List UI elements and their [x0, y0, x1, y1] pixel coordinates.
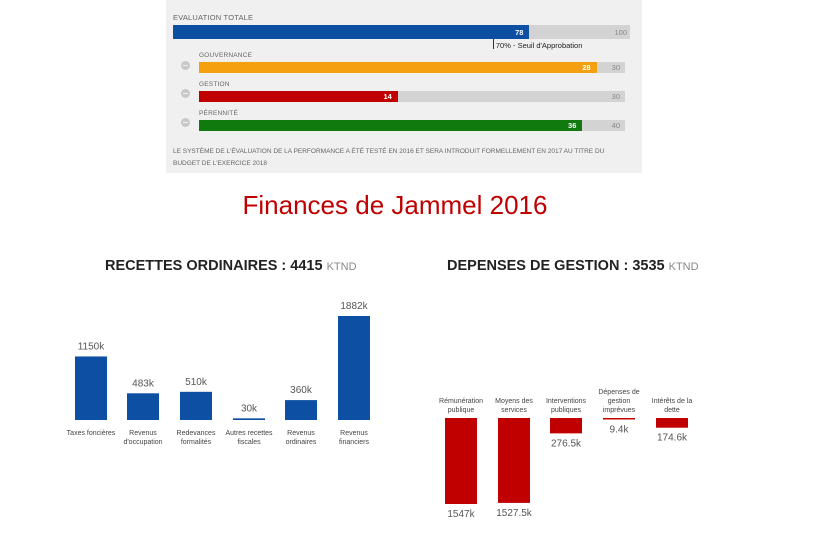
recettes-value-label: 1882k — [340, 301, 368, 312]
recettes-category-label: ordinaires — [286, 439, 317, 446]
recettes-category-label: financiers — [339, 439, 369, 446]
expand-gestion-icon[interactable] — [181, 89, 190, 98]
recettes-category-label: d'occupation — [123, 439, 162, 446]
recettes-value-label: 360k — [290, 385, 313, 396]
depenses-bar — [445, 418, 477, 504]
depenses-chart-title: DEPENSES DE GESTION : 3535 KTND — [447, 258, 699, 274]
evaluation-note: LE SYSTÈME DE L'ÉVALUATION DE LA PERFORM… — [173, 148, 605, 167]
depenses-category-label: Interventions — [546, 398, 587, 405]
perennite-label: PÉRENNITÉ — [199, 110, 239, 117]
recettes-category-label: formalités — [181, 439, 212, 446]
total-score-max: 100 — [614, 27, 627, 37]
depenses-unit: KTND — [668, 261, 699, 273]
recettes-category-label: Redevances — [177, 430, 216, 437]
perennite-value: 36 — [568, 121, 577, 130]
recettes-bar — [180, 391, 212, 420]
gouvernance-max: 30 — [611, 63, 620, 72]
recettes-unit: KTND — [326, 261, 357, 273]
recettes-bar — [338, 316, 370, 420]
perennite-bar: 36 40 — [199, 120, 625, 131]
recettes-bar — [75, 356, 107, 420]
gestion-fill: 14 — [199, 91, 398, 102]
threshold-label: 70% - Seuil d'Approbation — [495, 41, 583, 50]
depenses-category-label: Dépenses de — [598, 389, 639, 396]
total-score-bar: 78 100 — [173, 25, 630, 39]
depenses-category-label: Rémunération — [439, 398, 483, 405]
recettes-bar — [285, 400, 317, 420]
depenses-category-label: Intérêts de la — [652, 398, 693, 405]
depenses-category-label: dette — [664, 407, 680, 414]
recettes-value-label: 483k — [132, 378, 155, 389]
depenses-title-text: DEPENSES DE GESTION : 3535 — [447, 258, 665, 274]
threshold-marker — [492, 39, 494, 49]
gouvernance-value: 28 — [582, 63, 591, 72]
depenses-value-label: 9.4k — [610, 425, 630, 436]
depenses-category-label: publiques — [551, 407, 581, 414]
expand-perennite-icon[interactable] — [181, 118, 190, 127]
total-score-fill: 78 — [173, 25, 530, 39]
depenses-value-label: 276.5k — [551, 438, 582, 449]
depenses-category-label: imprévues — [603, 407, 636, 414]
recettes-title-text: RECETTES ORDINAIRES : 4415 — [105, 258, 323, 274]
depenses-bar — [603, 418, 635, 420]
total-score-value: 78 — [515, 27, 524, 37]
depenses-bar — [656, 418, 688, 428]
evaluation-title: EVALUATION TOTALE — [173, 13, 254, 22]
perennite-max: 40 — [611, 121, 620, 130]
evaluation-panel: EVALUATION TOTALE 78 100 70% - Seuil d'A… — [166, 0, 642, 173]
recettes-chart-title: RECETTES ORDINAIRES : 4415 KTND — [105, 258, 357, 274]
recettes-value-label: 30k — [241, 403, 258, 414]
expand-gouvernance-icon[interactable] — [181, 61, 190, 70]
recettes-value-label: 510k — [185, 377, 208, 388]
depenses-bar — [550, 418, 582, 434]
recettes-value-label: 1150k — [78, 341, 106, 352]
recettes-category-label: Revenus — [129, 430, 157, 437]
gestion-max: 30 — [611, 92, 620, 101]
depenses-category-label: gestion — [608, 398, 631, 405]
gestion-label: GESTION — [199, 81, 230, 88]
recettes-category-label: Autres recettes — [225, 430, 273, 437]
gestion-bar: 14 30 — [199, 91, 625, 102]
recettes-category-label: Revenus — [287, 430, 315, 437]
gestion-value: 14 — [383, 92, 392, 101]
page-title: Finances de Jammel 2016 — [242, 190, 548, 220]
recettes-category-label: Revenus — [340, 430, 368, 437]
recettes-bar — [127, 393, 159, 420]
depenses-value-label: 1547k — [447, 509, 475, 520]
recettes-category-label: fiscales — [237, 439, 261, 446]
recettes-category-label: Taxes foncières — [67, 430, 116, 437]
gouvernance-label: GOUVERNANCE — [199, 52, 253, 59]
depenses-value-label: 1527.5k — [496, 508, 533, 519]
gouvernance-bar: 28 30 — [199, 62, 625, 73]
depenses-category-label: services — [501, 407, 527, 414]
depenses-category-label: publique — [448, 407, 475, 414]
recettes-bar — [233, 418, 265, 420]
perennite-fill: 36 — [199, 120, 583, 131]
depenses-bar — [498, 418, 530, 503]
gouvernance-fill: 28 — [199, 62, 597, 73]
depenses-value-label: 174.6k — [657, 433, 688, 444]
depenses-category-label: Moyens des — [495, 398, 533, 405]
